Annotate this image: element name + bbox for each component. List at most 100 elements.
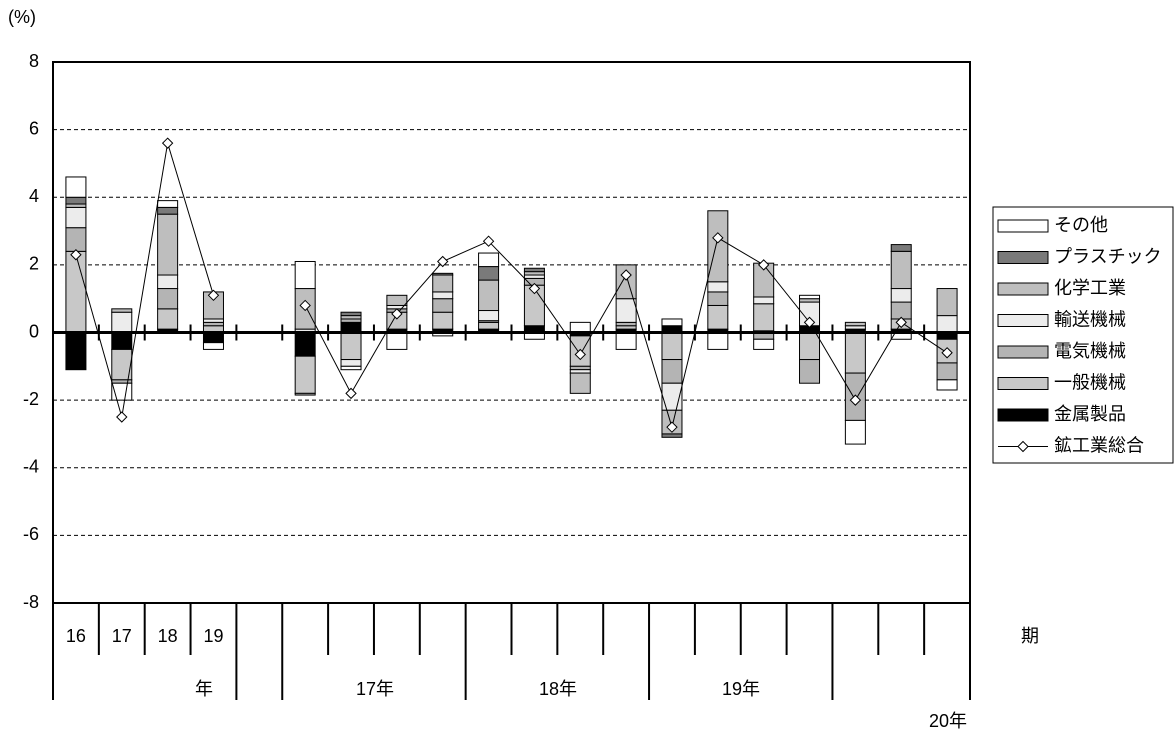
bar-segment	[799, 298, 821, 303]
bar-segment	[111, 332, 133, 350]
legend-label: プラスチック	[1054, 246, 1162, 266]
bar-segment	[65, 227, 87, 252]
bar-segment	[707, 291, 729, 306]
x-tick-label: 16	[66, 626, 86, 646]
line-marker	[437, 255, 449, 268]
bar-segment	[615, 325, 637, 330]
y-axis-label: (%)	[8, 7, 36, 27]
legend-swatch	[997, 251, 1049, 264]
bar-segment	[65, 332, 87, 371]
legend-label: 輸送機械	[1054, 309, 1126, 329]
bar-segment	[753, 296, 775, 305]
bar-segment	[523, 274, 545, 279]
y-tick-label: -4	[23, 457, 39, 477]
bar-segment	[661, 332, 683, 361]
legend-swatch	[997, 314, 1049, 327]
bar-segment	[478, 321, 500, 330]
line-marker	[803, 316, 816, 329]
legend-swatch	[997, 377, 1049, 390]
x-unit-label: 期	[1021, 626, 1039, 646]
x-group-label: 18年	[539, 679, 577, 699]
bar-segment	[615, 321, 637, 327]
line-marker	[299, 299, 311, 312]
x-tick-label: 18	[158, 626, 178, 646]
bar-segment	[157, 274, 179, 290]
bar-segment	[890, 244, 912, 252]
bar-segment	[707, 210, 729, 283]
y-tick-label: -2	[23, 389, 39, 409]
bar-segment	[157, 200, 179, 208]
bar-segment	[478, 252, 500, 268]
bar-segment	[386, 294, 408, 306]
bar-segment	[890, 301, 912, 320]
y-tick-label: -8	[23, 592, 39, 612]
bar-segment	[202, 321, 224, 327]
line-marker	[574, 348, 586, 361]
legend-label: 化学工業	[1054, 278, 1126, 298]
bar-segment	[799, 332, 821, 361]
bar-segment	[615, 298, 637, 323]
line-marker	[666, 421, 678, 433]
bar-segment	[478, 279, 500, 312]
bar-segment	[707, 281, 729, 293]
bar-segment	[569, 365, 591, 371]
y-tick-label: 8	[29, 51, 39, 71]
bar-segment	[432, 298, 454, 313]
bar-segment	[936, 288, 958, 317]
x-tick-label: 17	[112, 626, 132, 646]
legend-swatch	[997, 408, 1049, 422]
y-tick-label: 2	[29, 254, 39, 274]
bar-segment	[799, 359, 821, 384]
bar-segment	[844, 325, 866, 330]
bar-segment	[936, 362, 958, 381]
bar-segment	[340, 321, 362, 334]
bar-segment	[386, 332, 408, 350]
bar-segment	[340, 318, 362, 323]
x-group-label: 20年	[929, 711, 967, 731]
bar-segment	[707, 332, 729, 350]
bar-segment	[157, 308, 179, 330]
legend-marker	[1017, 440, 1029, 453]
legend-swatch	[997, 282, 1049, 296]
bar-segment	[753, 338, 775, 350]
bar-segment	[661, 359, 683, 384]
y-tick-label: 4	[29, 186, 39, 206]
bar-segment	[844, 419, 866, 445]
bar-segment	[294, 355, 316, 394]
bar-segment	[111, 311, 133, 333]
bar-segment	[523, 267, 545, 273]
bar-segment	[340, 365, 362, 371]
bar-segment	[478, 310, 500, 322]
bar-segment	[569, 321, 591, 334]
bar-segment	[202, 342, 224, 350]
bar-segment	[890, 250, 912, 290]
bar-segment	[111, 379, 133, 384]
bar-segment	[569, 372, 591, 394]
bar-segment	[157, 288, 179, 310]
bar-segment	[157, 206, 179, 215]
line-marker	[757, 259, 770, 271]
line-series	[75, 143, 948, 430]
bar-segment	[340, 311, 362, 317]
bar-segment	[753, 303, 775, 332]
bar-segment	[294, 392, 316, 396]
bar-segment	[478, 266, 500, 281]
bar-segment	[340, 359, 362, 367]
y-tick-label: 6	[29, 118, 39, 138]
legend-label: その他	[1054, 215, 1108, 235]
legend-label: 鉱工業総合	[1054, 435, 1144, 455]
bar-segment	[844, 321, 866, 327]
bar-segment	[432, 274, 454, 293]
line-marker	[482, 235, 495, 247]
bar-segment	[202, 332, 224, 344]
legend-label: 一般機械	[1054, 372, 1126, 392]
bar-segment	[615, 332, 637, 350]
bar-segment	[294, 260, 316, 290]
bar-segment	[157, 213, 179, 276]
bar-segment	[65, 203, 87, 208]
bar-segment	[65, 196, 87, 205]
bar-segment	[661, 433, 683, 438]
line-marker	[391, 308, 403, 320]
bar-segment	[569, 369, 591, 374]
legend-swatch	[997, 345, 1049, 359]
